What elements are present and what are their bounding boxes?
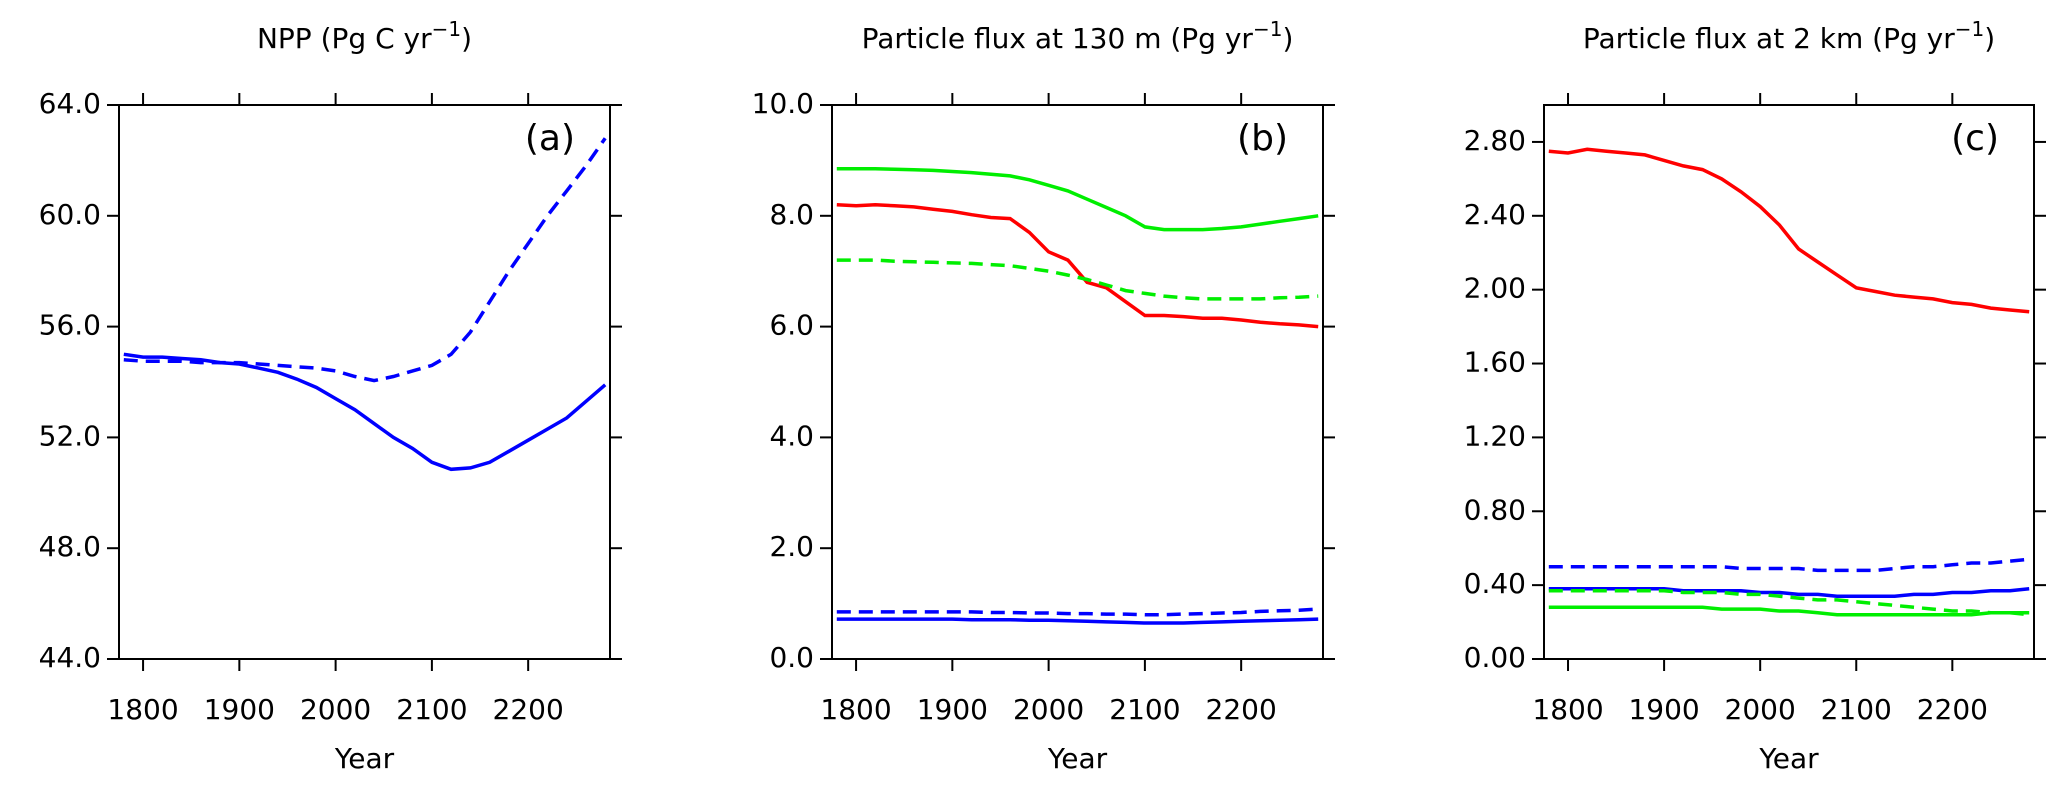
line-series — [123, 137, 607, 383]
line-series — [1548, 147, 2030, 314]
line-series — [1548, 588, 2030, 617]
y-tick-label: 52.0 — [39, 419, 101, 452]
plot-frame — [831, 104, 1324, 660]
y-tick-label: 56.0 — [39, 309, 101, 342]
y-tick-label: 0.00 — [1464, 641, 1526, 674]
panel-label: (c) — [1951, 118, 1999, 159]
title-superscript: −1 — [1955, 17, 1984, 41]
y-tick-label: 0.80 — [1464, 493, 1526, 526]
x-tick-label: 2200 — [1917, 693, 1988, 726]
y-tick-label: 60.0 — [39, 198, 101, 231]
x-tick-label: 2200 — [1206, 693, 1277, 726]
x-axis-label: Year — [1758, 742, 1819, 775]
line-series — [1548, 587, 2030, 598]
line-series — [1548, 557, 2030, 573]
y-tick-label: 8.0 — [769, 198, 814, 231]
chart-title: NPP (Pg C yr−1) — [257, 17, 472, 56]
panel-label: (b) — [1237, 118, 1288, 159]
title-end: ) — [461, 22, 472, 55]
y-tick-label: 6.0 — [769, 309, 814, 342]
y-tick-label: 1.20 — [1464, 419, 1526, 452]
title-superscript: −1 — [432, 17, 461, 41]
chart-title: Particle flux at 2 km (Pg yr−1) — [1583, 17, 1995, 56]
x-tick-label: 1800 — [1532, 693, 1603, 726]
y-tick-label: 0.0 — [769, 641, 814, 674]
title-end: ) — [1282, 22, 1293, 55]
x-tick-label: 2100 — [1821, 693, 1892, 726]
line-series — [836, 202, 1319, 329]
panel-label: (a) — [525, 118, 575, 159]
panel: Particle flux at 130 m (Pg yr−1) 1800 1900… — [752, 17, 1335, 775]
title-superscript: −1 — [1253, 17, 1282, 41]
x-tick-label: 2200 — [493, 693, 564, 726]
x-tick-label: 2000 — [1725, 693, 1796, 726]
y-tick-label: 0.40 — [1464, 567, 1526, 600]
y-tick-label: 2.0 — [769, 530, 814, 563]
x-tick-label: 2000 — [300, 693, 371, 726]
title-text: Particle flux at 130 m (Pg yr — [862, 22, 1254, 55]
line-series — [836, 607, 1319, 617]
y-tick-label: 2.80 — [1464, 124, 1526, 157]
chart-title: Particle flux at 130 m (Pg yr−1) — [862, 17, 1294, 56]
panel: NPP (Pg C yr−1) 1800 1900 2000 2100 2200 44.0 4… — [39, 17, 622, 775]
y-tick-label: 64.0 — [39, 87, 101, 120]
y-tick-label: 10.0 — [752, 87, 814, 120]
plot-frame — [1543, 104, 2035, 660]
x-tick-label: 1800 — [820, 693, 891, 726]
line-series — [836, 166, 1319, 232]
line-series — [123, 352, 607, 472]
line-series — [836, 258, 1319, 301]
plot-frame — [118, 104, 611, 660]
line-series — [836, 617, 1319, 625]
y-tick-label: 2.40 — [1464, 198, 1526, 231]
x-tick-label: 1900 — [1628, 693, 1699, 726]
y-tick-label: 44.0 — [39, 641, 101, 674]
x-tick-label: 2100 — [396, 693, 467, 726]
y-tick-label: 2.00 — [1464, 272, 1526, 305]
line-series — [1548, 605, 2030, 617]
y-tick-label: 1.60 — [1464, 346, 1526, 379]
title-text: NPP (Pg C yr — [257, 22, 432, 55]
x-tick-label: 2100 — [1109, 693, 1180, 726]
x-axis-label: Year — [1047, 742, 1108, 775]
x-tick-label: 1900 — [917, 693, 988, 726]
y-tick-label: 4.0 — [769, 419, 814, 452]
x-tick-label: 1800 — [107, 693, 178, 726]
x-axis-label: Year — [334, 742, 395, 775]
panel: Particle flux at 2 km (Pg yr−1) 1800 1900 2… — [1464, 17, 2046, 775]
y-tick-label: 48.0 — [39, 530, 101, 563]
title-end: ) — [1984, 22, 1995, 55]
x-tick-label: 1900 — [204, 693, 275, 726]
x-tick-label: 2000 — [1013, 693, 1084, 726]
title-text: Particle flux at 2 km (Pg yr — [1583, 22, 1955, 55]
